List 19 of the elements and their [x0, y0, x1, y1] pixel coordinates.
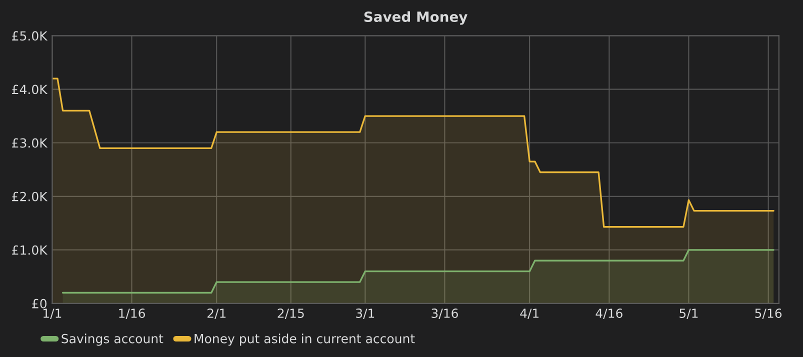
y-tick-label: £1.0K	[12, 245, 48, 255]
chart-title: Saved Money	[364, 11, 468, 25]
x-tick-label: 3/1	[356, 308, 374, 319]
legend-label: Money put aside in current account	[194, 334, 415, 346]
y-tick-label: £0	[32, 298, 47, 308]
y-tick-label: £5.0K	[12, 31, 48, 41]
y-tick-label: £2.0K	[12, 192, 48, 202]
x-tick-label: 5/1	[680, 308, 698, 319]
x-tick-label: 5/16	[755, 308, 782, 319]
x-tick-label: 2/15	[278, 308, 304, 319]
y-tick-label: £4.0K	[12, 84, 48, 94]
legend-label: Savings account	[62, 334, 164, 346]
x-tick-label: 1/1	[44, 308, 62, 319]
x-tick-label: 3/16	[432, 308, 458, 319]
x-tick-label: 2/1	[207, 308, 226, 319]
x-tick-label: 4/1	[520, 308, 539, 319]
x-tick-label: 1/16	[119, 308, 146, 319]
y-tick-label: £3.0K	[12, 138, 48, 148]
x-tick-label: 4/16	[596, 308, 622, 319]
